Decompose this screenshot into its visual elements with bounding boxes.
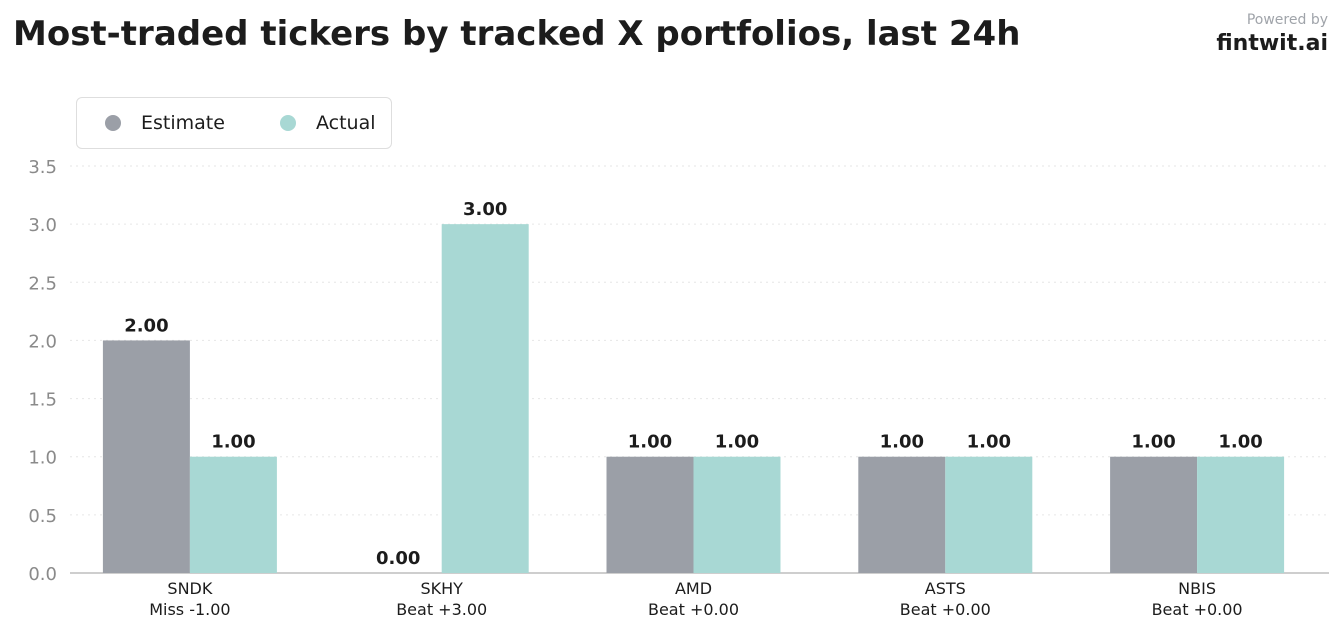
bar-value-label: 2.00 <box>124 315 168 336</box>
legend-swatch-estimate <box>105 115 121 131</box>
bar-value-label: 1.00 <box>715 432 759 453</box>
bar-value-label: 3.00 <box>463 199 507 220</box>
bar-value-label: 1.00 <box>967 432 1011 453</box>
y-tick-label: 3.5 <box>28 157 57 178</box>
chart-title: Most-traded tickers by tracked X portfol… <box>13 14 1021 54</box>
chart-legend: Estimate Actual <box>76 97 392 149</box>
powered-by-label: Powered by <box>1246 12 1328 28</box>
x-tick-label: SNDK <box>167 579 212 598</box>
x-tick-sublabel: Miss -1.00 <box>149 600 230 619</box>
legend-item-actual: Actual <box>280 98 376 148</box>
x-tick-label: SKHY <box>420 579 463 598</box>
legend-label-actual: Actual <box>316 112 376 134</box>
legend-swatch-actual <box>280 115 296 131</box>
bar-value-label: 1.00 <box>880 432 924 453</box>
bar-value-label: 1.00 <box>1131 432 1175 453</box>
x-tick-label: AMD <box>675 579 712 598</box>
bar-actual-sndk <box>189 456 277 573</box>
y-tick-label: 0.0 <box>28 564 57 585</box>
brand-name: fintwit.ai <box>1216 31 1328 56</box>
bar-actual-asts <box>945 456 1033 573</box>
bar-actual-skhy <box>441 224 529 573</box>
bar-value-label: 1.00 <box>211 432 255 453</box>
bar-value-label: 1.00 <box>1218 432 1262 453</box>
legend-label-estimate: Estimate <box>141 112 225 134</box>
bar-value-label: 0.00 <box>376 548 420 569</box>
bar-value-label: 1.00 <box>628 432 672 453</box>
x-tick-sublabel: Beat +3.00 <box>396 600 487 619</box>
bar-estimate-amd <box>606 456 694 573</box>
bar-estimate-nbis <box>1110 456 1198 573</box>
bar-estimate-sndk <box>102 340 190 573</box>
y-tick-label: 1.0 <box>28 448 57 469</box>
x-tick-label: NBIS <box>1178 579 1216 598</box>
y-tick-label: 0.5 <box>28 506 57 527</box>
x-tick-label: ASTS <box>925 579 966 598</box>
bar-actual-nbis <box>1197 456 1285 573</box>
x-tick-sublabel: Beat +0.00 <box>900 600 991 619</box>
y-tick-label: 2.0 <box>28 331 57 352</box>
y-tick-label: 1.5 <box>28 390 57 411</box>
x-tick-sublabel: Beat +0.00 <box>648 600 739 619</box>
y-tick-label: 2.5 <box>28 273 57 294</box>
brand-block: Powered by fintwit.ai <box>1216 11 1328 59</box>
bar-estimate-asts <box>858 456 946 573</box>
x-tick-sublabel: Beat +0.00 <box>1152 600 1243 619</box>
y-tick-label: 3.0 <box>28 215 57 236</box>
legend-item-estimate: Estimate <box>105 98 225 148</box>
bar-actual-amd <box>693 456 781 573</box>
